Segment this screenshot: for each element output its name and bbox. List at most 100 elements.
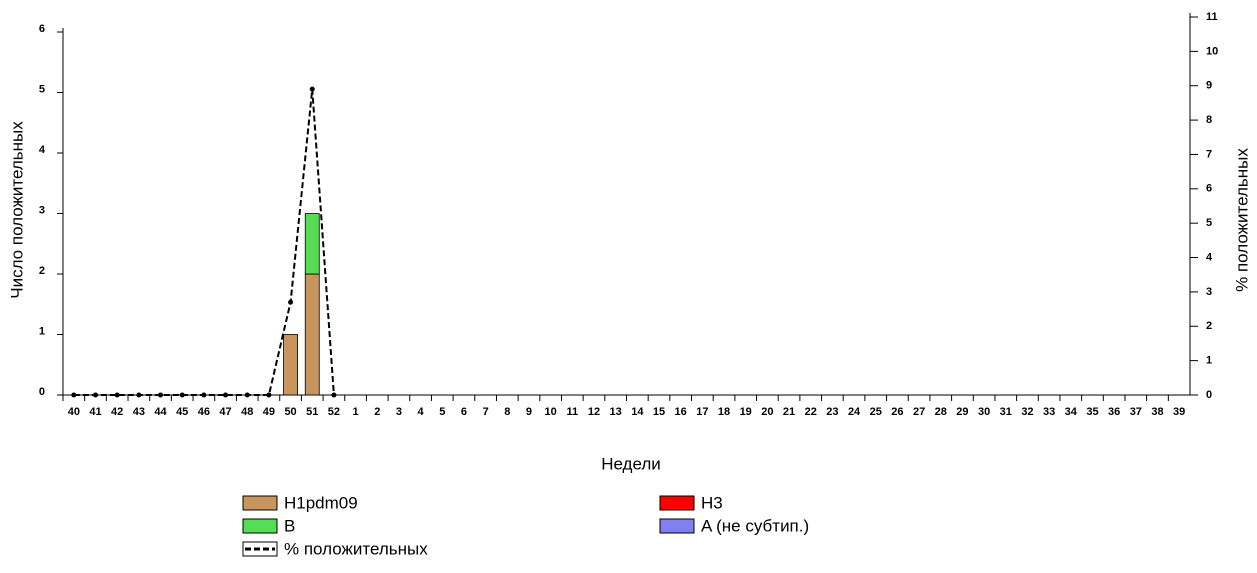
line-marker <box>136 392 142 398</box>
y2-tick-label: 5 <box>1206 217 1212 229</box>
x-tick-label: 10 <box>545 406 557 418</box>
legend-label: H1pdm09 <box>284 493 358 512</box>
x-tick-label: 29 <box>956 406 968 418</box>
y2-tick-label: 4 <box>1206 251 1213 263</box>
x-tick-label: 46 <box>198 406 210 418</box>
legend-swatch <box>242 518 278 534</box>
x-axis-label: Недели <box>601 454 661 473</box>
bar <box>283 334 298 396</box>
y-tick-label: 4 <box>39 144 46 156</box>
legend-label: % положительных <box>284 539 428 558</box>
x-tick-label: 48 <box>241 406 253 418</box>
x-tick-label: 19 <box>740 406 752 418</box>
x-tick-label: 35 <box>1086 406 1098 418</box>
x-tick-label: 36 <box>1108 406 1120 418</box>
x-tick-label: 44 <box>154 406 167 418</box>
x-tick-label: 30 <box>978 406 990 418</box>
x-tick-label: 43 <box>133 406 145 418</box>
x-tick-label: 31 <box>1000 406 1012 418</box>
x-tick-label: 24 <box>848 406 861 418</box>
x-tick-label: 33 <box>1043 406 1055 418</box>
bar <box>304 273 320 396</box>
x-tick-label: 8 <box>504 406 510 418</box>
y2-tick-label: 1 <box>1206 355 1212 367</box>
y-tick-label: 6 <box>39 23 45 35</box>
legend-label: A (не субтип.) <box>701 516 809 535</box>
legend-swatch <box>659 495 695 511</box>
x-tick-label: 9 <box>526 406 532 418</box>
x-tick-label: 21 <box>783 406 795 418</box>
x-tick-label: 15 <box>653 406 665 418</box>
y2-axis-label: % положительных <box>1232 148 1251 292</box>
line-marker <box>201 392 207 398</box>
y2-tick-label: 8 <box>1206 114 1212 126</box>
y-tick-label: 2 <box>39 265 45 277</box>
line-marker <box>309 86 315 92</box>
x-tick-label: 27 <box>913 406 925 418</box>
legend-swatch <box>659 518 695 534</box>
y2-tick-label: 7 <box>1206 148 1212 160</box>
x-tick-label: 49 <box>263 406 275 418</box>
x-tick-label: 14 <box>631 406 644 418</box>
y2-tick-label: 3 <box>1206 286 1212 298</box>
line-marker <box>114 392 120 398</box>
legend-label: B <box>284 516 295 535</box>
x-tick-label: 42 <box>111 406 123 418</box>
line-marker <box>331 392 337 398</box>
y2-tick-label: 2 <box>1206 320 1212 332</box>
y-tick-label: 1 <box>39 325 45 337</box>
y2-tick-label: 11 <box>1206 11 1218 23</box>
line-marker <box>244 392 250 398</box>
x-tick-label: 37 <box>1130 406 1142 418</box>
y2-tick-label: 0 <box>1206 389 1212 401</box>
x-tick-label: 1 <box>353 406 359 418</box>
y-tick-label: 5 <box>39 83 45 95</box>
x-tick-label: 11 <box>566 406 578 418</box>
line-marker <box>266 392 272 398</box>
x-tick-label: 16 <box>675 406 687 418</box>
line-marker <box>71 392 77 398</box>
line-marker <box>223 392 229 398</box>
line-marker <box>288 299 294 305</box>
x-tick-label: 3 <box>396 406 402 418</box>
x-tick-label: 26 <box>891 406 903 418</box>
x-tick-label: 38 <box>1151 406 1163 418</box>
x-tick-label: 2 <box>374 406 380 418</box>
x-tick-label: 20 <box>761 406 773 418</box>
x-tick-label: 47 <box>219 406 231 418</box>
x-tick-label: 6 <box>461 406 467 418</box>
y-axis-label: Число положительных <box>7 121 26 299</box>
x-tick-label: 4 <box>418 406 425 418</box>
x-tick-label: 23 <box>826 406 838 418</box>
legend-label: H3 <box>701 493 723 512</box>
x-tick-label: 41 <box>89 406 101 418</box>
y-tick-label: 3 <box>39 204 45 216</box>
y2-tick-label: 9 <box>1206 80 1212 92</box>
x-tick-label: 7 <box>483 406 489 418</box>
x-tick-label: 39 <box>1173 406 1185 418</box>
x-tick-label: 28 <box>935 406 947 418</box>
line-marker <box>158 392 164 398</box>
bar <box>304 213 320 275</box>
x-tick-label: 22 <box>805 406 817 418</box>
legend-swatch <box>242 495 278 511</box>
line-marker <box>93 392 99 398</box>
x-tick-label: 51 <box>306 406 318 418</box>
x-tick-label: 52 <box>328 406 340 418</box>
line-marker <box>179 392 185 398</box>
x-tick-label: 17 <box>696 406 708 418</box>
x-tick-label: 40 <box>68 406 80 418</box>
x-tick-label: 45 <box>176 406 188 418</box>
y2-tick-label: 6 <box>1206 183 1212 195</box>
x-tick-label: 5 <box>439 406 445 418</box>
x-tick-label: 25 <box>870 406 882 418</box>
x-tick-label: 50 <box>284 406 296 418</box>
x-tick-label: 12 <box>588 406 600 418</box>
x-tick-label: 34 <box>1065 406 1078 418</box>
x-tick-label: 32 <box>1021 406 1033 418</box>
x-tick-label: 18 <box>718 406 730 418</box>
x-tick-label: 13 <box>610 406 622 418</box>
y-tick-label: 0 <box>39 386 45 398</box>
y2-tick-label: 10 <box>1206 45 1218 57</box>
